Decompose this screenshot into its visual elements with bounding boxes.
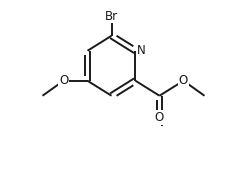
Text: Br: Br: [105, 10, 118, 23]
Text: O: O: [155, 111, 164, 124]
Text: O: O: [59, 74, 68, 87]
Text: O: O: [179, 74, 188, 87]
Text: N: N: [137, 44, 146, 57]
